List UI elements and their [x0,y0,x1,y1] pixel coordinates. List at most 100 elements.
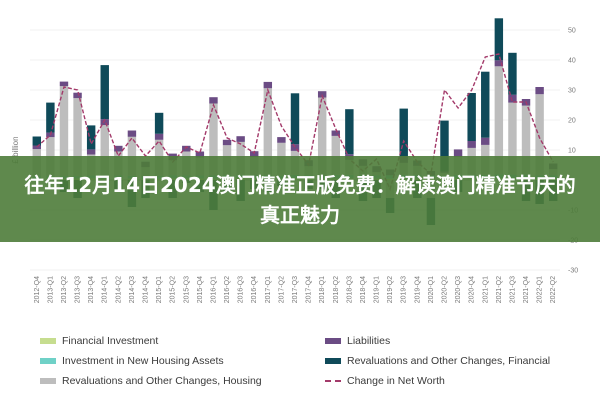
x-tick-label: 2018-Q2 [333,276,340,303]
x-tick-label: 2012-Q4 [34,276,41,303]
x-tick-label: 2015-Q1 [156,276,163,303]
bar-liabilities [209,97,218,104]
bar-revaluations-and-other-changes-financial [100,65,109,120]
bar-revaluations-and-other-changes-housing [535,94,544,176]
bar-liabilities [508,94,517,103]
bar-liabilities [481,137,490,145]
net-worth-line [36,53,554,192]
legend-item-new-housing: Investment in New Housing Assets [40,355,224,367]
x-tick-label: 2013-Q4 [88,276,95,303]
x-tick-label: 2019-Q1 [374,276,381,303]
bar-liabilities [331,130,340,136]
x-tick-label: 2017-Q3 [292,276,299,303]
bar-revaluations-and-other-changes-housing [73,98,82,177]
x-axis-ticks: 2012-Q4 2013-Q1 2013-Q2 2013-Q3 2013-Q4 2014-… [34,276,557,303]
x-tick-label: 2019-Q3 [401,276,408,303]
legend-item-liabilities: Liabilities [325,335,390,347]
bar-liabilities [250,151,259,158]
x-tick-label: 2016-Q4 [251,276,258,303]
bar-revaluations-and-other-changes-housing [59,86,69,177]
y-axis-label: £ billion [11,136,20,163]
y-tick-label: -30 [568,268,578,275]
bar-liabilities [290,144,300,151]
y-tick-label: 50 [568,28,576,35]
bar-liabilities [59,81,69,87]
x-tick-label: 2014-Q1 [102,276,109,303]
bar-liabilities [114,145,123,152]
bar-revaluations-and-other-changes-housing [209,103,218,176]
bar-revaluations-and-other-changes-housing [521,105,531,175]
x-tick-label: 2018-Q3 [346,276,353,303]
bar-liabilities [127,130,137,137]
x-tick-label: 2015-Q3 [183,276,190,303]
x-tick-label: 2015-Q4 [197,276,204,303]
chart-legend: Financial Investment Liabilities Investm… [40,335,580,395]
legend-item-financial-investment: Financial Investment [40,335,158,347]
legend-label: Revaluations and Other Changes, Housing [62,375,262,387]
x-tick-label: 2014-Q2 [115,276,122,303]
x-tick-label: 2014-Q4 [143,276,150,303]
legend-swatch-revaluations-housing [40,378,56,385]
bar-liabilities [467,141,476,148]
y-tick-label: 20 [568,118,576,125]
y-tick-label: 10 [568,148,576,155]
line-change-in-net-worth [36,53,554,192]
x-tick-label: 2021-Q2 [496,276,503,303]
bar-liabilities [32,145,42,150]
bar-liabilities [182,145,191,152]
bar-liabilities [86,149,96,155]
x-tick-label: 2019-Q2 [387,276,394,303]
y-tick-label: 30 [568,88,576,95]
bar-revaluations-and-other-changes-financial [345,109,354,155]
x-tick-label: 2020-Q1 [428,276,435,303]
bar-liabilities [277,137,286,143]
legend-item-revaluations-housing: Revaluations and Other Changes, Housing [40,375,262,387]
bar-liabilities [195,151,205,158]
x-tick-label: 2022-Q1 [537,276,544,303]
bar-revaluations-and-other-changes-financial [86,125,96,150]
x-tick-label: 2017-Q2 [278,276,285,303]
bar-revaluations-and-other-changes-housing [100,125,109,177]
x-tick-label: 2018-Q4 [360,276,367,303]
x-tick-label: 2019-Q4 [414,276,421,303]
bar-liabilities [222,139,232,146]
x-tick-label: 2022-Q2 [550,276,557,303]
bar-revaluations-and-other-changes-housing [331,135,340,175]
x-tick-label: 2017-Q1 [265,276,272,303]
bar-revaluations-and-other-changes-housing [508,102,517,175]
x-tick-label: 2016-Q3 [238,276,245,303]
x-tick-label: 2018-Q1 [319,276,326,303]
x-tick-label: 2016-Q1 [211,276,218,303]
bar-liabilities [494,60,504,67]
legend-item-change-net-worth: Change in Net Worth [325,375,445,387]
x-tick-label: 2015-Q2 [170,276,177,303]
bar-revaluations-and-other-changes-housing [317,97,327,176]
x-tick-label: 2021-Q4 [523,276,530,303]
x-tick-label: 2020-Q3 [455,276,462,303]
x-tick-label: 2020-Q2 [442,276,449,303]
bar-liabilities [453,149,463,157]
bar-revaluations-and-other-changes-financial [481,71,490,138]
bar-revaluations-and-other-changes-financial [290,93,300,145]
x-tick-label: 2013-Q1 [47,276,54,303]
x-tick-label: 2013-Q3 [75,276,82,303]
bar-liabilities [263,81,273,89]
bar-revaluations-and-other-changes-housing [494,66,504,175]
x-tick-label: 2013-Q2 [61,276,68,303]
x-tick-label: 2020-Q4 [469,276,476,303]
bar-revaluations-and-other-changes-financial [46,102,55,133]
bar-revaluations-and-other-changes-financial [494,18,504,61]
bar-liabilities [236,136,245,142]
bar-liabilities [154,133,164,140]
bar-revaluations-and-other-changes-financial [467,93,476,141]
legend-item-revaluations-financial: Revaluations and Other Changes, Financia… [325,355,550,367]
legend-label: Change in Net Worth [347,375,445,387]
x-tick-label: 2016-Q2 [224,276,231,303]
bar-liabilities [100,119,109,126]
legend-swatch-liabilities [325,338,341,345]
x-tick-label: 2017-Q4 [306,276,313,303]
banner-title: 往年12月14日2024澳门精准正版免费：解读澳门精准节庆的真正魅力 [24,173,576,227]
legend-label: Liabilities [347,335,391,347]
legend-label: Financial Investment [62,335,159,347]
x-tick-label: 2021-Q3 [509,276,516,303]
